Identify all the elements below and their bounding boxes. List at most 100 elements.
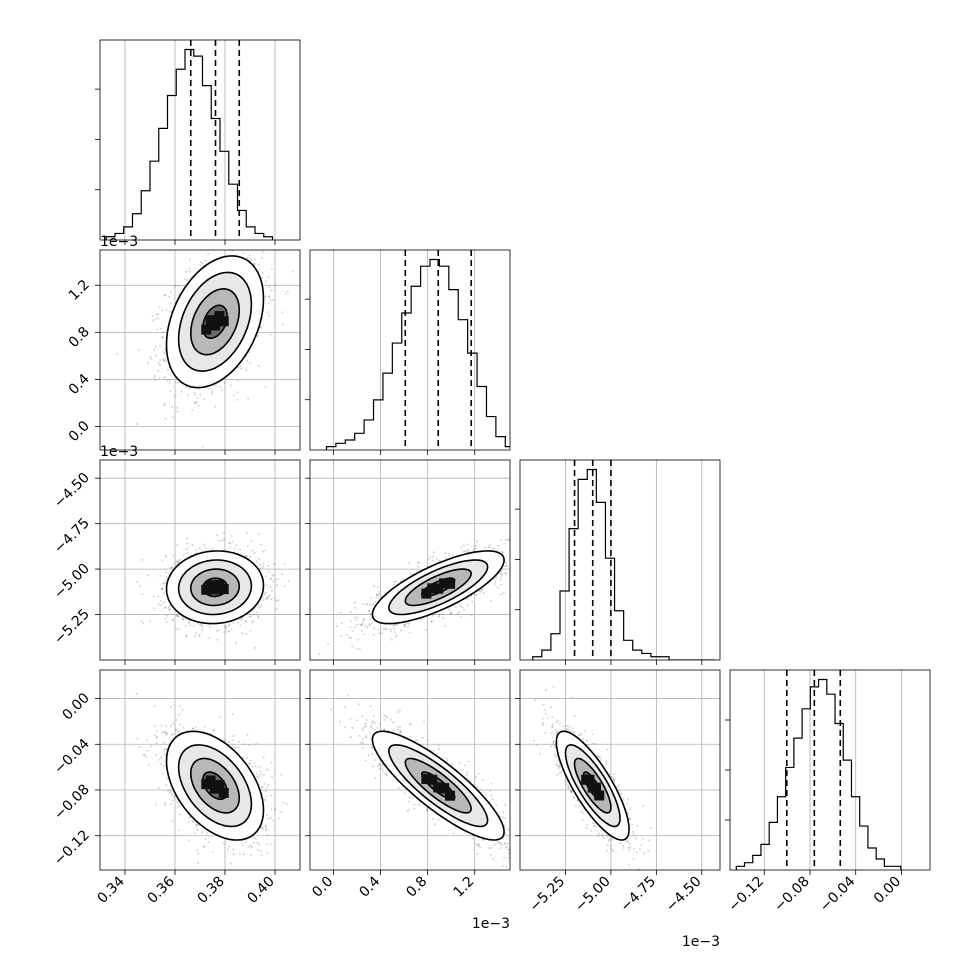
sample-point <box>188 816 191 819</box>
sample-point <box>247 233 249 235</box>
density-peak-cell <box>433 583 444 594</box>
sample-point <box>176 731 179 734</box>
sample-point <box>247 545 249 547</box>
sample-point <box>194 548 197 551</box>
sample-point <box>161 588 164 591</box>
sample-point <box>257 615 260 618</box>
sample-point <box>240 367 243 370</box>
sample-point <box>504 561 507 564</box>
sample-point <box>489 600 492 603</box>
sample-point <box>378 632 381 635</box>
sample-point <box>494 577 497 580</box>
sample-point <box>500 593 503 596</box>
sample-point <box>471 600 474 603</box>
sample-point <box>161 587 164 590</box>
sample-point <box>249 556 252 558</box>
sample-point <box>267 595 270 598</box>
sample-point <box>251 549 254 552</box>
sample-point <box>450 612 453 615</box>
sample-point <box>357 638 360 641</box>
sample-point <box>259 568 262 570</box>
sample-point <box>358 648 361 651</box>
sample-point <box>431 614 434 617</box>
sample-point <box>254 258 257 261</box>
sample-point <box>236 391 239 394</box>
sample-point <box>257 603 260 606</box>
sample-point <box>157 786 160 789</box>
sample-point <box>496 544 499 547</box>
sample-point <box>229 232 231 234</box>
sample-point <box>195 631 198 634</box>
sample-point <box>210 392 213 395</box>
sample-point <box>393 631 396 634</box>
sample-point <box>203 845 206 848</box>
panel-frame-2-0 <box>99 459 301 661</box>
sample-point <box>269 577 272 580</box>
density-peak-cell <box>201 324 212 335</box>
sample-point <box>177 559 180 562</box>
sample-point <box>189 624 192 627</box>
sample-point <box>163 352 166 355</box>
sample-point <box>400 629 403 632</box>
sample-point <box>165 571 168 574</box>
sample-point <box>233 547 236 550</box>
sample-point <box>163 293 166 296</box>
sample-point <box>159 359 162 361</box>
histogram-2 <box>532 468 715 660</box>
sample-point <box>416 561 419 564</box>
sample-point <box>252 836 255 839</box>
density-peak-cell <box>210 320 220 331</box>
histogram-step-3 <box>735 678 902 870</box>
sample-point <box>155 313 158 316</box>
sample-point <box>273 289 276 292</box>
sample-point <box>480 588 483 591</box>
sample-point <box>261 272 264 274</box>
sample-point <box>502 591 505 594</box>
panel-frame-1-0 <box>99 249 301 451</box>
sample-point <box>265 598 268 601</box>
sample-point <box>499 570 502 573</box>
sample-point <box>354 606 357 609</box>
sample-point <box>499 579 502 582</box>
sample-point <box>216 638 219 641</box>
sample-point <box>232 245 234 247</box>
sample-point <box>203 543 206 546</box>
sample-point <box>164 804 167 807</box>
sample-point <box>232 622 235 624</box>
sample-point <box>168 609 171 611</box>
sample-point <box>231 713 234 716</box>
sample-point <box>483 546 486 549</box>
sample-point <box>259 605 262 607</box>
sample-point <box>369 612 372 615</box>
sample-point <box>164 802 166 805</box>
sample-point <box>372 585 375 588</box>
sample-point <box>164 359 167 362</box>
sample-point <box>462 544 465 547</box>
sample-point <box>161 309 164 312</box>
sample-point <box>545 538 547 540</box>
sample-point <box>238 548 241 551</box>
sample-point <box>166 368 169 371</box>
sample-point <box>140 620 143 623</box>
sample-point <box>535 539 537 541</box>
panel-frame-2-1 <box>309 459 511 661</box>
sample-point <box>346 633 349 636</box>
sample-point <box>523 557 525 559</box>
sample-point <box>169 390 172 393</box>
sample-point <box>185 634 188 637</box>
sample-point <box>175 627 178 630</box>
sample-point <box>154 379 157 381</box>
sample-point <box>181 618 184 621</box>
sample-point <box>250 539 253 542</box>
sample-point <box>302 543 304 545</box>
sample-point <box>196 828 199 831</box>
sample-point <box>492 547 495 550</box>
sample-point <box>408 622 410 625</box>
sample-point <box>403 624 406 627</box>
sample-point <box>159 599 162 602</box>
sample-point <box>159 574 162 577</box>
sample-point <box>252 262 255 265</box>
sample-point <box>188 258 191 261</box>
sample-point <box>239 624 242 627</box>
